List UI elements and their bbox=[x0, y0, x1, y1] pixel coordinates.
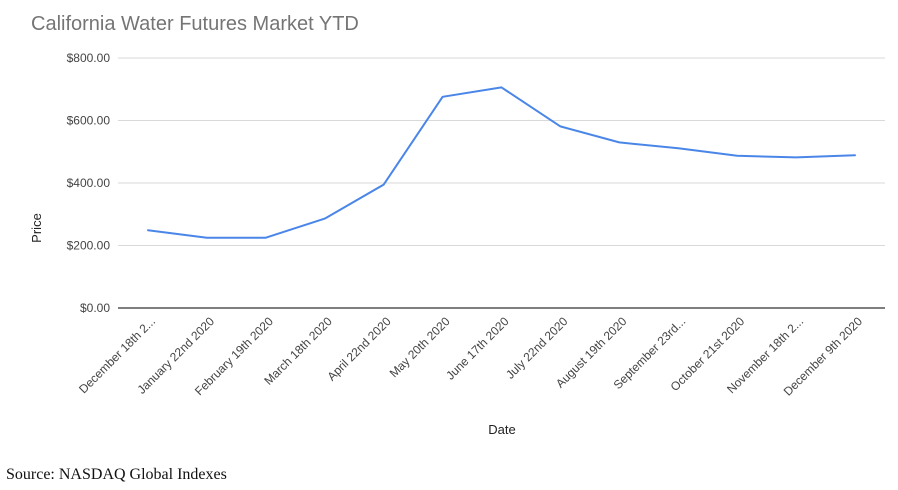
x-axis-title: Date bbox=[488, 422, 515, 437]
x-tick-label: July 22nd 2020 bbox=[503, 314, 571, 382]
y-axis-title: Price bbox=[29, 213, 44, 243]
x-tick-label: June 17th 2020 bbox=[443, 314, 512, 383]
line-chart: California Water Futures Market YTD $0.0… bbox=[29, 13, 885, 437]
y-tick-label: $800.00 bbox=[67, 51, 111, 65]
x-tick-label: May 20th 2020 bbox=[387, 314, 453, 380]
y-tick-label: $200.00 bbox=[67, 239, 111, 253]
x-tick-label: April 22nd 2020 bbox=[324, 314, 394, 384]
y-tick-label: $0.00 bbox=[80, 301, 110, 315]
gridlines bbox=[118, 57, 885, 246]
y-tick-label: $600.00 bbox=[67, 114, 111, 128]
x-axis-tick-labels: December 18th 2...January 22nd 2020Febru… bbox=[76, 314, 865, 399]
source-note: Source: NASDAQ Global Indexes bbox=[6, 466, 227, 483]
y-axis-tick-labels: $0.00 $200.00 $400.00 $600.00 $800.00 bbox=[67, 51, 111, 315]
chart-title: California Water Futures Market YTD bbox=[31, 13, 359, 35]
series-line bbox=[147, 86, 856, 239]
series-group bbox=[147, 86, 856, 239]
y-tick-label: $400.00 bbox=[67, 176, 111, 190]
